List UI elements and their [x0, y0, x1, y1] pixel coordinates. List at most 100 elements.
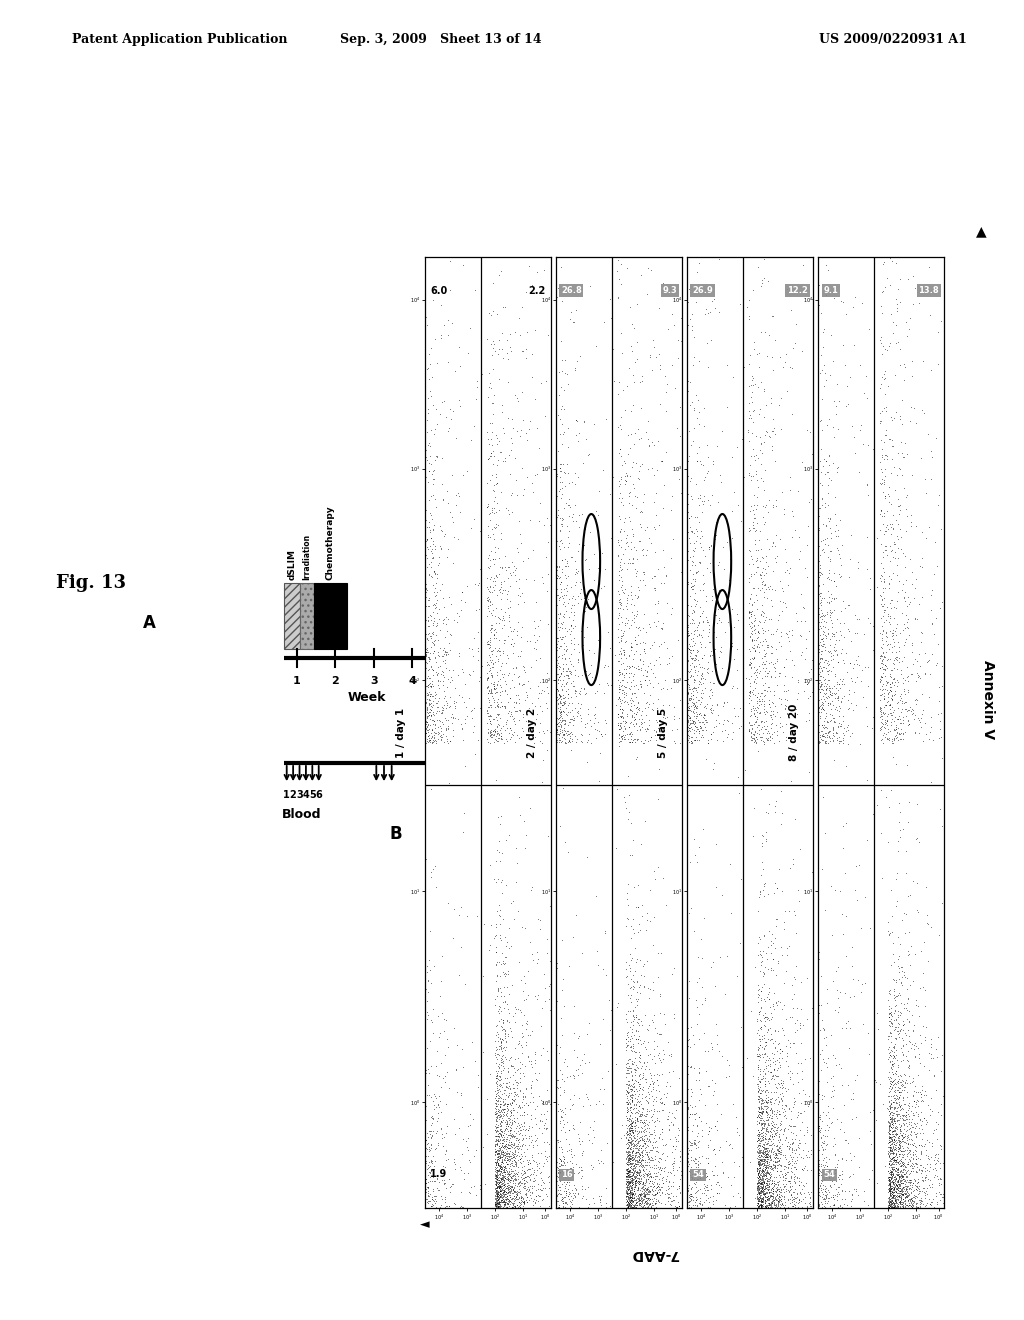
- Point: [487, 1098, 504, 1119]
- Point: [613, 566, 630, 587]
- Point: [691, 552, 708, 573]
- Point: [755, 1171, 771, 1192]
- Point: [885, 1121, 901, 1142]
- Point: [417, 912, 433, 933]
- Point: [859, 388, 876, 409]
- Point: [900, 1189, 916, 1210]
- Point: [771, 663, 787, 684]
- Point: [901, 1129, 918, 1150]
- Point: [700, 615, 717, 636]
- Point: [569, 593, 586, 614]
- Point: [587, 708, 603, 729]
- Point: [489, 1148, 506, 1170]
- Point: [498, 1192, 514, 1213]
- Point: [548, 1189, 564, 1210]
- Point: [812, 562, 828, 583]
- Point: [905, 1168, 922, 1189]
- Point: [473, 457, 489, 478]
- Point: [885, 546, 901, 568]
- Point: [618, 631, 635, 652]
- Point: [526, 465, 543, 486]
- Point: [518, 281, 535, 302]
- Point: [884, 1139, 900, 1160]
- Point: [489, 492, 506, 513]
- Point: [638, 721, 654, 742]
- Point: [683, 898, 699, 919]
- Point: [901, 1106, 918, 1127]
- Point: [822, 603, 839, 624]
- Point: [823, 470, 840, 491]
- Point: [697, 546, 714, 568]
- Point: [494, 1189, 510, 1210]
- Point: [507, 1163, 523, 1184]
- Point: [580, 1089, 596, 1110]
- Point: [628, 1144, 644, 1166]
- Point: [883, 1126, 899, 1147]
- Point: [641, 987, 657, 1008]
- Point: [758, 1056, 774, 1077]
- Point: [608, 1053, 625, 1074]
- Point: [570, 1064, 587, 1085]
- Point: [690, 1130, 707, 1151]
- Point: [443, 713, 460, 734]
- Point: [753, 1016, 769, 1038]
- Point: [556, 379, 572, 400]
- Point: [833, 643, 849, 664]
- Point: [674, 669, 690, 690]
- Point: [503, 1137, 519, 1158]
- Point: [890, 1196, 906, 1217]
- Point: [618, 593, 635, 614]
- Point: [766, 1156, 782, 1177]
- Point: [628, 1115, 644, 1137]
- Point: [756, 1138, 772, 1159]
- Point: [505, 1183, 521, 1204]
- Point: [612, 520, 629, 541]
- Point: [780, 1181, 797, 1203]
- Point: [792, 1181, 808, 1203]
- Point: [631, 461, 647, 482]
- Point: [932, 719, 948, 741]
- Point: [623, 1181, 639, 1203]
- Point: [753, 1107, 769, 1129]
- Point: [886, 1154, 902, 1175]
- Point: [851, 854, 867, 875]
- Point: [634, 1150, 650, 1171]
- Point: [886, 1069, 902, 1090]
- Point: [501, 917, 517, 939]
- Point: [419, 638, 435, 659]
- Point: [904, 1187, 921, 1208]
- Point: [487, 1106, 504, 1127]
- Point: [820, 1148, 837, 1170]
- Point: [430, 721, 446, 742]
- Point: [690, 1170, 707, 1191]
- Point: [879, 710, 895, 731]
- Point: [620, 1183, 636, 1204]
- Point: [640, 1146, 656, 1167]
- Point: [627, 1144, 643, 1166]
- Point: [625, 1086, 641, 1107]
- Point: [543, 1193, 559, 1214]
- Point: [891, 1154, 907, 1175]
- Point: [786, 1090, 803, 1111]
- Point: [686, 702, 702, 723]
- Point: [813, 475, 829, 496]
- Point: [621, 1179, 637, 1200]
- Point: [573, 1063, 590, 1084]
- Point: [564, 676, 581, 697]
- Point: [811, 705, 827, 726]
- Point: [620, 1137, 636, 1158]
- Point: [438, 644, 455, 665]
- Point: [636, 1119, 652, 1140]
- Point: [785, 1181, 802, 1203]
- Point: [684, 1167, 700, 1188]
- Point: [751, 1159, 767, 1180]
- Point: [753, 1176, 769, 1197]
- Point: [752, 1109, 768, 1130]
- Point: [759, 1144, 775, 1166]
- Point: [754, 1191, 770, 1212]
- Point: [750, 1045, 766, 1067]
- Point: [621, 717, 637, 738]
- Point: [600, 622, 616, 643]
- Point: [890, 1176, 906, 1197]
- Point: [882, 1191, 898, 1212]
